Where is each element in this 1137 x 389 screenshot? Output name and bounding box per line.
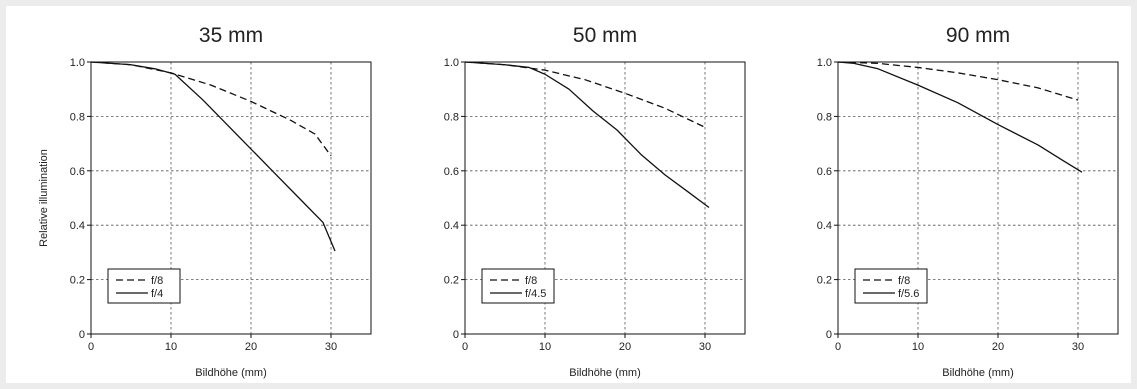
chart-panel-3: 90 mm 0 10 20 30 0 0.2 0.4 0.6 0.8 1.0 Bildhöhe (mm…: [817, 24, 1119, 379]
x-tick-label: 30: [699, 341, 711, 353]
y-tick-label: 0: [453, 329, 459, 341]
y-axis-label: Relative illumination: [38, 149, 50, 247]
x-tick-label: 0: [462, 341, 468, 353]
chart-title: 50 mm: [573, 24, 637, 47]
legend-label: f/8: [151, 275, 163, 287]
y-tick-label: 0.6: [70, 166, 85, 178]
y-tick-label: 0: [826, 329, 832, 341]
legend-box: [107, 268, 181, 304]
series-line-dashed: [464, 61, 706, 128]
x-tick-label: 0: [835, 341, 841, 353]
legend-label: f/5.6: [898, 288, 919, 300]
x-tick-label: 10: [912, 341, 924, 353]
y-tick-label: 0.2: [817, 275, 832, 287]
y-tick-label: 0.8: [444, 111, 459, 123]
y-tick-label: 0.2: [444, 275, 459, 287]
y-tick-label: 0.4: [444, 220, 459, 232]
chart-panel-2: 50 mm 0 10 20 30 0 0.2 0.4 0.6 0.8 1.0 Bildhöhe (mm…: [444, 24, 746, 379]
y-tick-label: 0.6: [444, 166, 459, 178]
x-tick-label: 20: [245, 341, 257, 353]
legend-label: f/8: [525, 275, 537, 287]
x-tick-label: 20: [619, 341, 631, 353]
x-tick-label: 10: [165, 341, 177, 353]
series-line-solid: [464, 61, 710, 209]
y-tick-label: 0: [79, 329, 85, 341]
chart-title: 35 mm: [199, 24, 263, 47]
x-tick-label: 30: [1072, 341, 1084, 353]
y-tick-label: 0.8: [70, 111, 85, 123]
legend-label: f/4.5: [525, 288, 546, 300]
y-tick-label: 0.8: [817, 111, 832, 123]
y-tick-label: 1.0: [70, 57, 85, 69]
x-axis-label: Bildhöhe (mm): [942, 367, 1014, 379]
series-line-solid: [837, 61, 1083, 173]
x-axis-label: Bildhöhe (mm): [569, 367, 641, 379]
y-tick-label: 1.0: [817, 57, 832, 69]
plot-frame: [837, 61, 1119, 335]
y-tick-label: 0.4: [817, 220, 832, 232]
series-line-solid: [90, 61, 336, 252]
chart-panel-1: 35 mm 0 10 20 30 0 0.2 0.4 0.6 0.8 1.0 Bildhöhe (mm…: [38, 24, 372, 379]
y-tick-label: 0.6: [817, 166, 832, 178]
x-tick-label: 30: [325, 341, 337, 353]
chart-title: 90 mm: [946, 24, 1010, 47]
figure-background: [6, 6, 1131, 383]
plot-frame: [464, 61, 746, 335]
series-line-dashed: [837, 61, 1079, 101]
legend-box: [854, 268, 928, 304]
y-tick-label: 0.2: [70, 275, 85, 287]
x-tick-label: 10: [539, 341, 551, 353]
y-tick-label: 1.0: [444, 57, 459, 69]
x-tick-label: 20: [992, 341, 1004, 353]
legend-box: [481, 268, 555, 304]
legend-label: f/8: [898, 275, 910, 287]
x-tick-label: 0: [88, 341, 94, 353]
y-tick-label: 0.4: [70, 220, 85, 232]
x-axis-label: Bildhöhe (mm): [195, 367, 267, 379]
legend-label: f/4: [151, 288, 163, 300]
plot-frame: [90, 61, 372, 335]
